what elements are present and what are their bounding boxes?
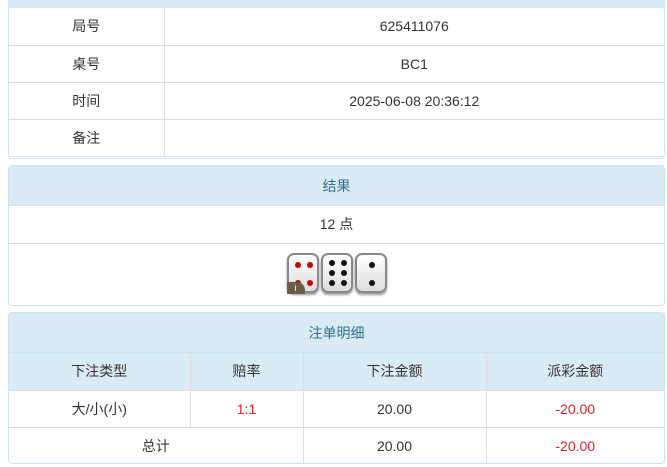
info-label: 局号	[9, 8, 165, 46]
col-bet-type: 下注类型	[9, 353, 191, 391]
result-title: 结果	[9, 166, 664, 206]
info-badge[interactable]: i	[286, 282, 305, 294]
bet-details-title: 注单明细	[9, 313, 664, 353]
result-points: 12 点	[9, 206, 664, 244]
die-six-icon	[320, 253, 353, 293]
table-row: 大/小(小) 1:1 20.00 -20.00	[9, 389, 664, 428]
total-payout: -20.00	[485, 426, 664, 463]
total-amount: 20.00	[302, 426, 487, 463]
total-row: 总计 20.00 -20.00	[9, 426, 664, 463]
col-bet-amount: 下注金额	[302, 353, 487, 391]
dice-row: i	[9, 244, 664, 296]
info-row: 时间 2025-06-08 20:36:12	[9, 81, 664, 120]
payout: -20.00	[485, 389, 664, 428]
total-label: 总计	[9, 426, 304, 463]
info-value: 625411076	[163, 8, 664, 46]
info-row: 备注	[9, 118, 664, 157]
die-four-icon: i	[286, 253, 319, 294]
info-value: BC1	[163, 44, 664, 83]
info-label: 时间	[9, 81, 165, 120]
info-label: 备注	[9, 118, 165, 157]
top-strip	[8, 0, 665, 8]
info-label: 桌号	[9, 44, 165, 83]
odds: 1:1	[189, 389, 304, 428]
col-payout: 派彩金额	[485, 353, 664, 391]
info-row: 桌号 BC1	[9, 44, 664, 83]
die-two-icon	[354, 253, 387, 293]
round-info-panel: 局号 625411076 桌号 BC1 时间 2025-06-08 20:36:12 …	[8, 8, 665, 159]
bet-details-panel: 注单明细 下注类型 赔率 下注金额 派彩金额 大/小(小) 1:1 20.00 …	[8, 312, 665, 464]
col-odds: 赔率	[189, 353, 304, 391]
result-panel: 结果 12 点 i	[8, 165, 665, 306]
info-row: 局号 625411076	[9, 8, 664, 46]
info-value	[163, 118, 664, 157]
info-value: 2025-06-08 20:36:12	[163, 81, 664, 120]
bet-amount: 20.00	[302, 389, 487, 428]
column-headers: 下注类型 赔率 下注金额 派彩金额	[9, 353, 664, 391]
bet-type: 大/小(小)	[9, 389, 191, 428]
